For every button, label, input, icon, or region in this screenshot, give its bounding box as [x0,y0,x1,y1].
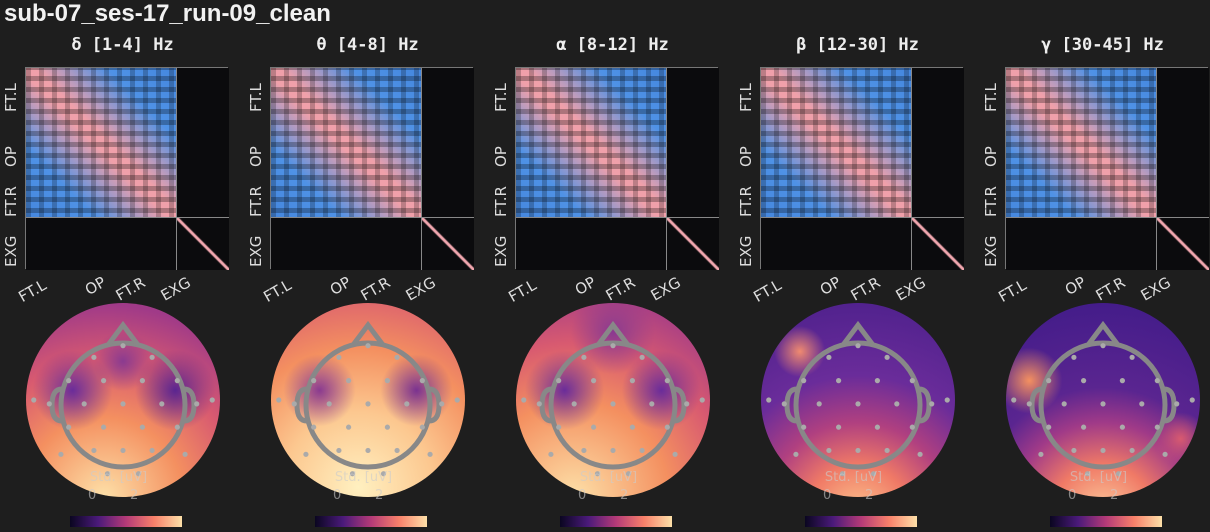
y-tick-label: OP [982,146,1000,167]
connectivity-matrix [1005,67,1209,270]
x-tick-label: OP [326,272,354,300]
y-tick-label: FT.L [982,83,1000,112]
x-tick-label: FT.R [1092,273,1129,305]
y-tick-label: FT.L [2,83,20,112]
x-tick-label: OP [81,272,109,300]
x-tick-label: OP [816,272,844,300]
y-tick-label: FT.L [492,83,510,112]
y-tick-label: FT.R [737,186,755,217]
y-tick-label: OP [247,146,265,167]
colorbar-label: Std. [uV] [334,470,393,485]
colorbar-tick-label: 2 [620,488,629,503]
exg-block [666,217,719,270]
y-tick-label: EXG [982,235,1000,267]
x-tick-label: EXG [402,273,439,305]
exg-block [1156,217,1209,270]
colorbar-tick-label: 0 [578,488,587,503]
y-tick-label: FT.R [492,186,510,217]
y-tick-label: EXG [247,235,265,267]
y-tick-label: FT.L [737,83,755,112]
colorbar-tick-label: 2 [375,488,384,503]
y-tick-label: EXG [492,235,510,267]
panel: α [8-12] Hz FT.L OP FT.R EXG FT.L OP FT.R EXG Std… [490,0,735,532]
colorbar [805,516,917,527]
y-tick-label: EXG [2,235,20,267]
y-tick-label: OP [492,146,510,167]
x-tick-label: EXG [892,273,929,305]
y-tick-label: FT.R [2,186,20,217]
x-tick-label: EXG [647,273,684,305]
y-tick-label: OP [2,146,20,167]
x-tick-label: EXG [1137,273,1174,305]
figure-title: sub-07_ses-17_run-09_clean [4,0,331,27]
x-tick-label: EXG [157,273,194,305]
colorbar-tick-label: 2 [1110,488,1119,503]
colorbar [1050,516,1162,527]
head-outline [276,320,460,477]
x-tick-label: FT.L [505,275,540,307]
y-tick-label: FT.L [247,83,265,112]
colorbar-tick-label: 0 [88,488,97,503]
x-tick-label: FT.R [357,273,394,305]
colorbar-tick-label: 2 [130,488,139,503]
panel: γ [30-45] Hz FT.L OP FT.R EXG FT.L OP FT.R EXG St… [980,0,1210,532]
y-tick-label: FT.R [247,186,265,217]
colorbar-label: Std. [uV] [824,470,883,485]
panel-title: α [8-12] Hz [556,35,669,55]
panel-title: δ [1-4] Hz [71,35,174,55]
x-tick-label: FT.L [750,275,785,307]
colorbar-label: Std. [uV] [1069,470,1128,485]
y-tick-label: OP [737,146,755,167]
connectivity-matrix [270,67,474,270]
colorbar-label: Std. [uV] [89,470,148,485]
head-outline [521,320,705,477]
connectivity-matrix [760,67,964,270]
connectivity-matrix [25,67,229,270]
exg-block [911,217,964,270]
x-tick-label: FT.L [995,275,1030,307]
colorbar [315,516,427,527]
colorbar-tick-label: 0 [823,488,832,503]
y-tick-label: EXG [737,235,755,267]
panel-title: β [12-30] Hz [796,35,919,55]
colorbar-label: Std. [uV] [579,470,638,485]
panel: δ [1-4] Hz FT.L OP FT.R EXG FT.L OP FT.R EXG Std.… [0,0,245,532]
colorbar-tick-label: 0 [333,488,342,503]
x-tick-label: FT.L [260,275,295,307]
connectivity-matrix [515,67,719,270]
colorbar-tick-label: 0 [1068,488,1077,503]
exg-block [176,217,229,270]
head-outline [31,320,215,477]
colorbar [70,516,182,527]
x-tick-label: FT.R [602,273,639,305]
colorbar-tick-label: 2 [865,488,874,503]
panel: β [12-30] Hz FT.L OP FT.R EXG FT.L OP FT.R EXG St… [735,0,980,532]
panel: θ [4-8] Hz FT.L OP FT.R EXG FT.L OP FT.R EXG Std.… [245,0,490,532]
panel-title: θ [4-8] Hz [316,35,419,55]
x-tick-label: FT.L [15,275,50,307]
head-outline [766,320,950,477]
colorbar [560,516,672,527]
x-tick-label: FT.R [847,273,884,305]
x-tick-label: OP [571,272,599,300]
x-tick-label: OP [1061,272,1089,300]
head-outline [1011,320,1195,477]
panel-title: γ [30-45] Hz [1041,35,1164,55]
y-tick-label: FT.R [982,186,1000,217]
exg-block [421,217,474,270]
x-tick-label: FT.R [112,273,149,305]
